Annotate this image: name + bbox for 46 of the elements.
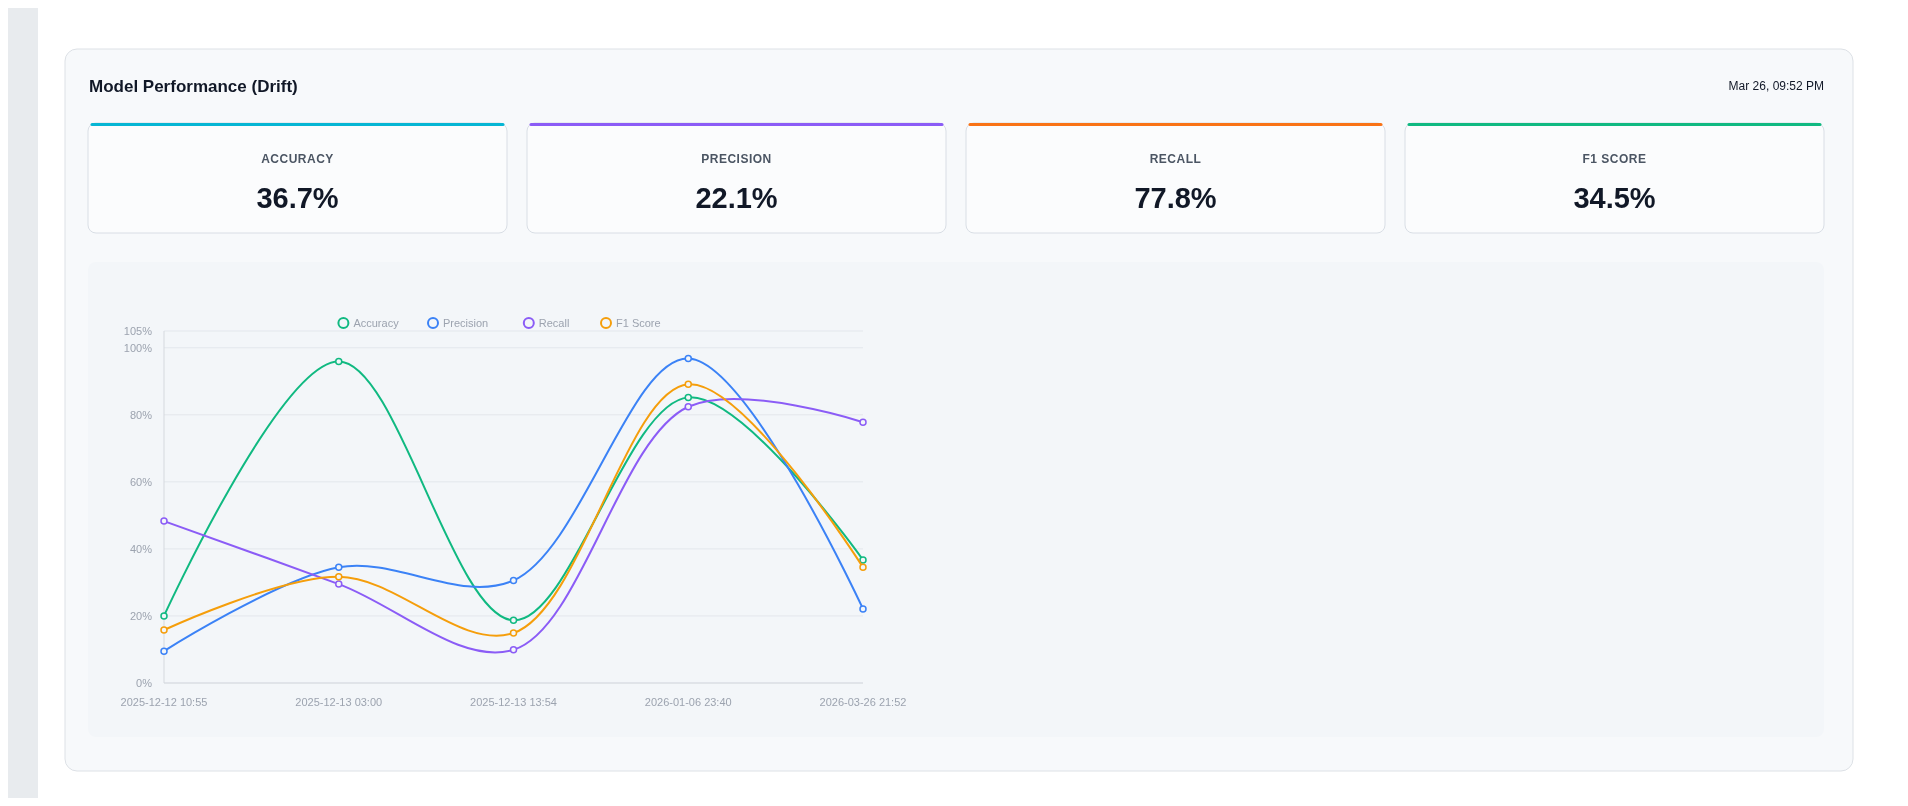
point — [509, 629, 518, 637]
category-label: RECALL — [1149, 152, 1202, 166]
text: 36.7% — [256, 182, 339, 214]
y-tick-label: 100% — [123, 341, 153, 354]
point — [335, 357, 343, 366]
point — [160, 612, 168, 620]
text: Mar 26, 09:52 PM — [1728, 79, 1824, 93]
point — [684, 354, 692, 363]
point — [160, 647, 168, 655]
legend-label: Precision — [443, 316, 489, 329]
text: 34.5% — [1573, 182, 1656, 214]
category-label: PRECISION — [701, 152, 772, 166]
point — [859, 563, 867, 572]
y-tick-label: 20% — [129, 609, 153, 622]
point — [684, 393, 692, 402]
point — [160, 517, 168, 525]
point — [859, 556, 867, 564]
point — [684, 380, 692, 389]
point — [684, 403, 692, 411]
y-tick-label: 60% — [129, 475, 153, 488]
category-label: F1 SCORE — [1582, 152, 1647, 166]
legend-label: F1 Score — [616, 316, 661, 329]
point — [335, 563, 343, 572]
point — [335, 580, 343, 588]
point — [509, 576, 518, 585]
point — [160, 626, 168, 634]
category-label: ACCURACY — [261, 152, 334, 166]
x-tick-label: 2025-12-13 03:00 — [295, 696, 383, 708]
y-tick-label: 0% — [136, 676, 153, 689]
y-tick-label: 105% — [123, 324, 153, 337]
point — [509, 646, 518, 654]
text: Model Performance (Drift) — [89, 77, 298, 96]
x-tick-label: 2026-01-06 23:40 — [644, 696, 732, 708]
x-tick-label: 2025-12-13 13:54 — [470, 696, 557, 708]
point — [859, 418, 867, 426]
y-tick-label: 40% — [129, 542, 153, 555]
x-tick-label: 2026-03-26 21:52 — [819, 696, 907, 708]
point — [859, 605, 867, 613]
point — [509, 616, 518, 625]
legend-label: Accuracy — [353, 316, 400, 329]
x-tick-label: 2025-12-12 10:55 — [120, 696, 208, 708]
y-tick-label: 80% — [129, 408, 153, 421]
text: 22.1% — [695, 182, 778, 214]
text: 77.8% — [1134, 182, 1217, 214]
legend-label: Recall — [538, 316, 570, 329]
point — [335, 572, 343, 581]
